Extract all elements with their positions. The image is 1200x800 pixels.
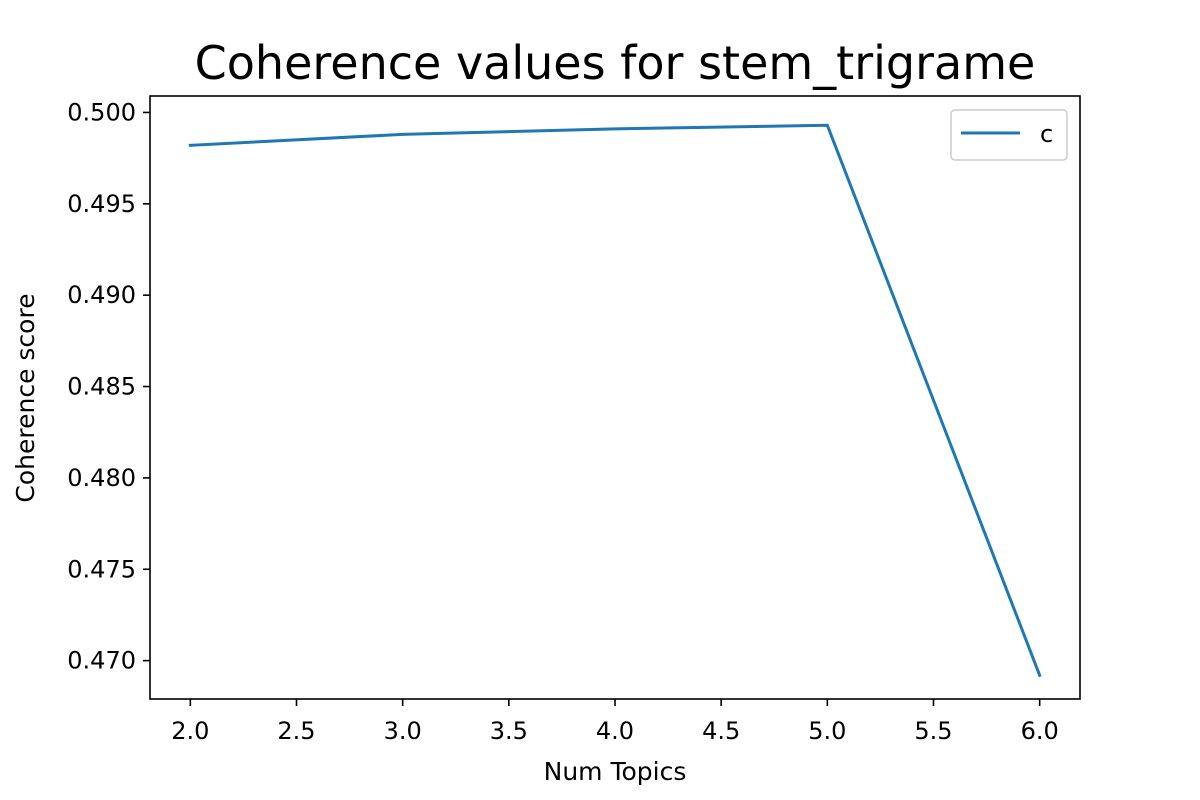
y-tick-label: 0.480 <box>67 464 136 492</box>
legend-frame <box>950 109 1068 161</box>
x-tick-label: 4.0 <box>596 717 634 745</box>
legend-label-c: c <box>1040 120 1053 148</box>
plot-area <box>150 96 1080 699</box>
y-tick-label: 0.495 <box>67 190 136 218</box>
y-axis-label: Coherence score <box>11 293 40 502</box>
x-tick-label: 5.0 <box>808 717 846 745</box>
y-tick-label: 0.490 <box>67 281 136 309</box>
x-tick-label: 4.5 <box>702 717 740 745</box>
x-tick-label: 3.0 <box>384 717 422 745</box>
y-axis-ticks: 0.470 0.475 0.480 0.485 0.490 0.495 0.500 <box>67 98 150 675</box>
x-tick-label: 5.5 <box>914 717 952 745</box>
x-axis-label: Num Topics <box>544 757 687 786</box>
y-tick-label: 0.500 <box>67 98 136 126</box>
x-tick-label: 3.5 <box>490 717 528 745</box>
x-axis-ticks: 2.0 2.5 3.0 3.5 4.0 4.5 5.0 5.5 6.0 <box>171 699 1059 745</box>
y-tick-label: 0.475 <box>67 555 136 583</box>
x-tick-label: 2.5 <box>277 717 315 745</box>
chart-title: Coherence values for stem_trigrame <box>195 36 1036 90</box>
x-tick-label: 6.0 <box>1021 717 1059 745</box>
y-tick-label: 0.470 <box>67 647 136 675</box>
series-layer <box>188 123 1042 678</box>
x-tick-label: 2.0 <box>171 717 209 745</box>
legend: c <box>950 109 1068 161</box>
plot-frame <box>149 95 1081 700</box>
y-tick-label: 0.485 <box>67 373 136 401</box>
